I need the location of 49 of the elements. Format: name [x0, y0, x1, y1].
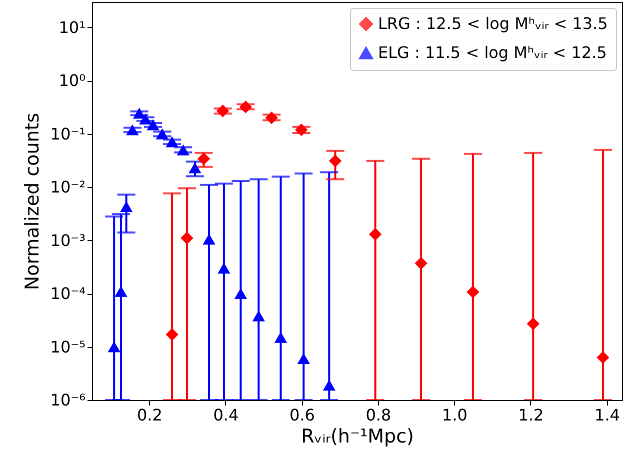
- x-tick-label: 1.4: [594, 406, 620, 424]
- y-tick-label: 10⁻⁵: [50, 337, 86, 356]
- point: [414, 256, 428, 270]
- point: [114, 286, 128, 297]
- point: [156, 128, 168, 140]
- point: [295, 124, 308, 136]
- x-tick-label: 0.8: [366, 406, 392, 424]
- point: [218, 262, 230, 274]
- x-axis-title: Rᵥᵢᵣ(h⁻¹Mpc): [301, 426, 414, 448]
- point: [216, 104, 230, 118]
- point: [166, 136, 178, 148]
- point: [274, 332, 288, 343]
- point: [108, 341, 120, 352]
- point: [297, 353, 310, 364]
- y-axis-title: Normalized counts: [21, 112, 44, 290]
- point: [139, 114, 152, 124]
- point: [146, 119, 160, 130]
- point: [180, 232, 194, 244]
- y-tick-label: 10⁻¹: [50, 124, 86, 144]
- x-tick-label: 0.2: [136, 406, 162, 424]
- y-tick-label: 10¹: [58, 18, 86, 37]
- x-tick-label: 0.6: [289, 406, 315, 424]
- point: [202, 234, 216, 245]
- point: [466, 286, 480, 298]
- point: [252, 310, 265, 322]
- point: [166, 328, 178, 341]
- x-tick-label: 0.4: [213, 406, 239, 424]
- point: [120, 201, 133, 212]
- point: [368, 228, 382, 241]
- y-tick-label: 10⁻²: [50, 178, 86, 197]
- point: [596, 351, 610, 364]
- y-tick-label: 10⁻⁶: [50, 390, 86, 410]
- point: [526, 317, 540, 330]
- point: [328, 154, 342, 168]
- legend-label: LRG : 12.5 < log Mʰᵥᵢᵣ < 13.5: [378, 14, 608, 33]
- point: [234, 288, 248, 300]
- point: [265, 112, 278, 124]
- legend-label: ELG : 11.5 < log Mʰᵥᵢᵣ < 12.5: [378, 43, 607, 62]
- point: [239, 100, 252, 114]
- point: [132, 108, 146, 119]
- point: [126, 124, 139, 136]
- y-tick-label: 10⁰: [58, 71, 86, 90]
- point: [188, 162, 202, 174]
- x-tick-label: 1.2: [518, 406, 544, 424]
- point: [176, 144, 190, 156]
- point: [322, 380, 336, 391]
- y-tick-label: 10⁻⁴: [50, 284, 86, 304]
- y-tick-label: 10⁻³: [50, 230, 86, 250]
- x-tick-label: 1.0: [442, 406, 468, 424]
